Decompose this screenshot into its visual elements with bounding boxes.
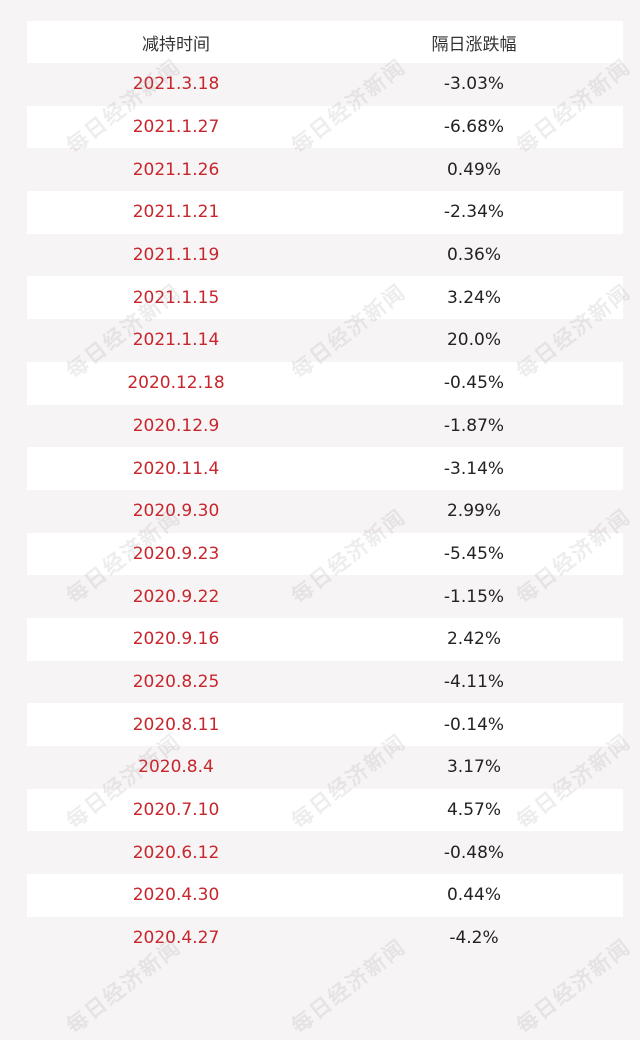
next-day-change-cell: 2.42% bbox=[446, 629, 501, 650]
next-day-change-cell: 3.24% bbox=[446, 287, 501, 308]
next-day-change-cell: -1.15% bbox=[443, 586, 505, 607]
table-row: 2021.1.21 -2.34% bbox=[27, 191, 623, 234]
reduction-date-cell: 2020.8.11 bbox=[132, 714, 220, 735]
data-table: 减持时间 隔日涨跌幅 2021.3.18 -3.03% 2021.1.27 -6.68… bbox=[27, 21, 623, 960]
table-row: 2021.1.27 -6.68% bbox=[27, 105, 623, 149]
reduction-date-cell: 2021.1.19 bbox=[132, 245, 220, 266]
reduction-date-cell: 2020.9.23 bbox=[132, 543, 220, 564]
table-row: 2020.7.10 4.57% bbox=[27, 788, 623, 832]
next-day-change-cell: -3.03% bbox=[443, 74, 505, 95]
next-day-change-cell: 20.0% bbox=[446, 330, 501, 351]
reduction-date-cell: 2020.9.16 bbox=[132, 629, 220, 650]
table-row: 2020.9.23 -5.45% bbox=[27, 532, 623, 576]
next-day-change-cell: -4.11% bbox=[443, 671, 505, 692]
table-row: 2020.4.27 -4.2% bbox=[27, 916, 623, 960]
reduction-date-cell: 2021.1.15 bbox=[132, 287, 220, 308]
table-row: 2020.12.18 -0.45% bbox=[27, 361, 623, 405]
table-row: 2020.11.4 -3.14% bbox=[27, 447, 623, 490]
reduction-date-cell: 2020.4.30 bbox=[132, 885, 220, 906]
table-row: 2020.9.16 2.42% bbox=[27, 617, 623, 661]
table-row: 2021.1.26 0.49% bbox=[27, 148, 623, 192]
table-row: 2021.3.18 -3.03% bbox=[27, 63, 623, 106]
reduction-date-cell: 2020.7.10 bbox=[132, 800, 220, 821]
next-day-change-cell: 4.57% bbox=[446, 800, 501, 821]
table-row: 2020.4.30 0.44% bbox=[27, 874, 623, 917]
table-row: 2021.1.14 20.0% bbox=[27, 319, 623, 362]
next-day-change-cell: -0.45% bbox=[443, 373, 505, 394]
reduction-date-cell: 2020.9.22 bbox=[132, 586, 220, 607]
table-row: 2021.1.19 0.36% bbox=[27, 233, 623, 277]
reduction-date-cell: 2021.1.21 bbox=[132, 202, 220, 223]
reduction-date-cell: 2020.11.4 bbox=[132, 458, 220, 479]
table-row: 2021.1.15 3.24% bbox=[27, 276, 623, 320]
next-day-change-cell: 0.49% bbox=[446, 159, 501, 180]
table-row: 2020.12.9 -1.87% bbox=[27, 404, 623, 448]
header-next-day-change: 隔日涨跌幅 bbox=[431, 34, 517, 55]
next-day-change-cell: -0.14% bbox=[443, 714, 505, 735]
next-day-change-cell: -3.14% bbox=[443, 458, 505, 479]
table-row: 2020.8.4 3.17% bbox=[27, 746, 623, 789]
next-day-change-cell: -4.2% bbox=[449, 928, 499, 949]
next-day-change-cell: 0.44% bbox=[446, 885, 501, 906]
header-reduction-date: 减持时间 bbox=[142, 34, 210, 55]
reduction-date-cell: 2020.6.12 bbox=[132, 842, 220, 863]
next-day-change-cell: 0.36% bbox=[446, 245, 501, 266]
table-row: 2020.8.11 -0.14% bbox=[27, 703, 623, 746]
table-header-row: 减持时间 隔日涨跌幅 bbox=[27, 21, 623, 63]
reduction-date-cell: 2020.4.27 bbox=[132, 928, 220, 949]
table-row: 2020.9.30 2.99% bbox=[27, 489, 623, 533]
next-day-change-cell: -0.48% bbox=[443, 842, 505, 863]
reduction-date-cell: 2021.1.14 bbox=[132, 330, 220, 351]
table-row: 2020.6.12 -0.48% bbox=[27, 831, 623, 875]
reduction-date-cell: 2020.8.4 bbox=[138, 757, 214, 778]
next-day-change-cell: -5.45% bbox=[443, 543, 505, 564]
table-row: 2020.9.22 -1.15% bbox=[27, 575, 623, 618]
next-day-change-cell: 3.17% bbox=[446, 757, 501, 778]
reduction-date-cell: 2020.8.25 bbox=[132, 671, 220, 692]
next-day-change-cell: -2.34% bbox=[443, 202, 505, 223]
table-row: 2020.8.25 -4.11% bbox=[27, 660, 623, 704]
reduction-date-cell: 2020.12.9 bbox=[132, 415, 220, 436]
reduction-date-cell: 2020.12.18 bbox=[127, 373, 225, 394]
reduction-date-cell: 2021.1.27 bbox=[132, 117, 220, 138]
next-day-change-cell: -6.68% bbox=[443, 117, 505, 138]
reduction-date-cell: 2021.3.18 bbox=[132, 74, 220, 95]
next-day-change-cell: 2.99% bbox=[446, 501, 501, 522]
reduction-date-cell: 2020.9.30 bbox=[132, 501, 220, 522]
next-day-change-cell: -1.87% bbox=[443, 415, 505, 436]
reduction-date-cell: 2021.1.26 bbox=[132, 159, 220, 180]
